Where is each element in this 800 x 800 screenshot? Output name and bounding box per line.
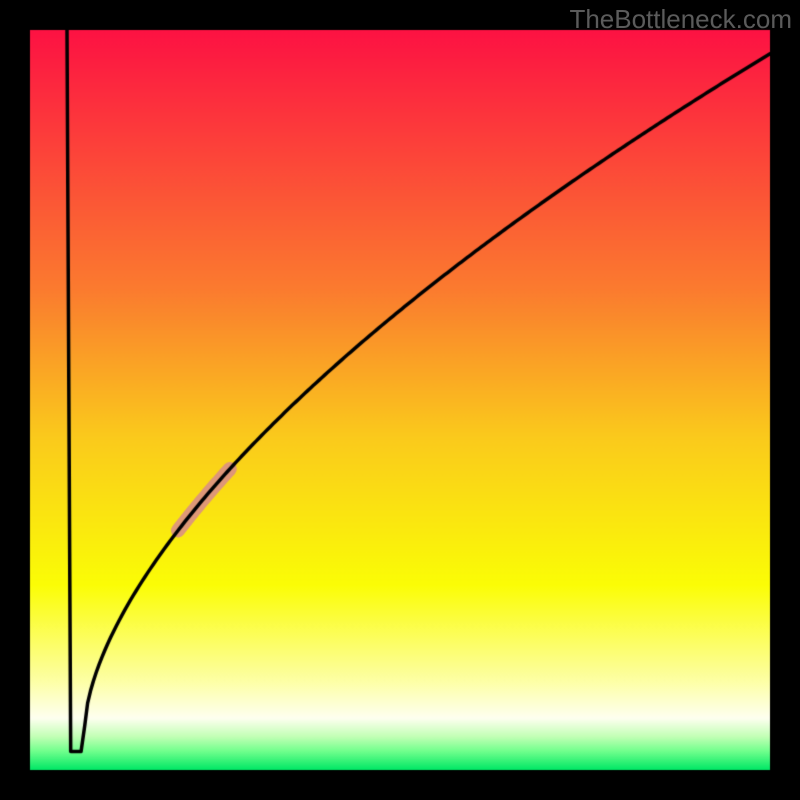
chart-canvas [0, 0, 800, 800]
bottleneck-chart: TheBottleneck.com [0, 0, 800, 800]
